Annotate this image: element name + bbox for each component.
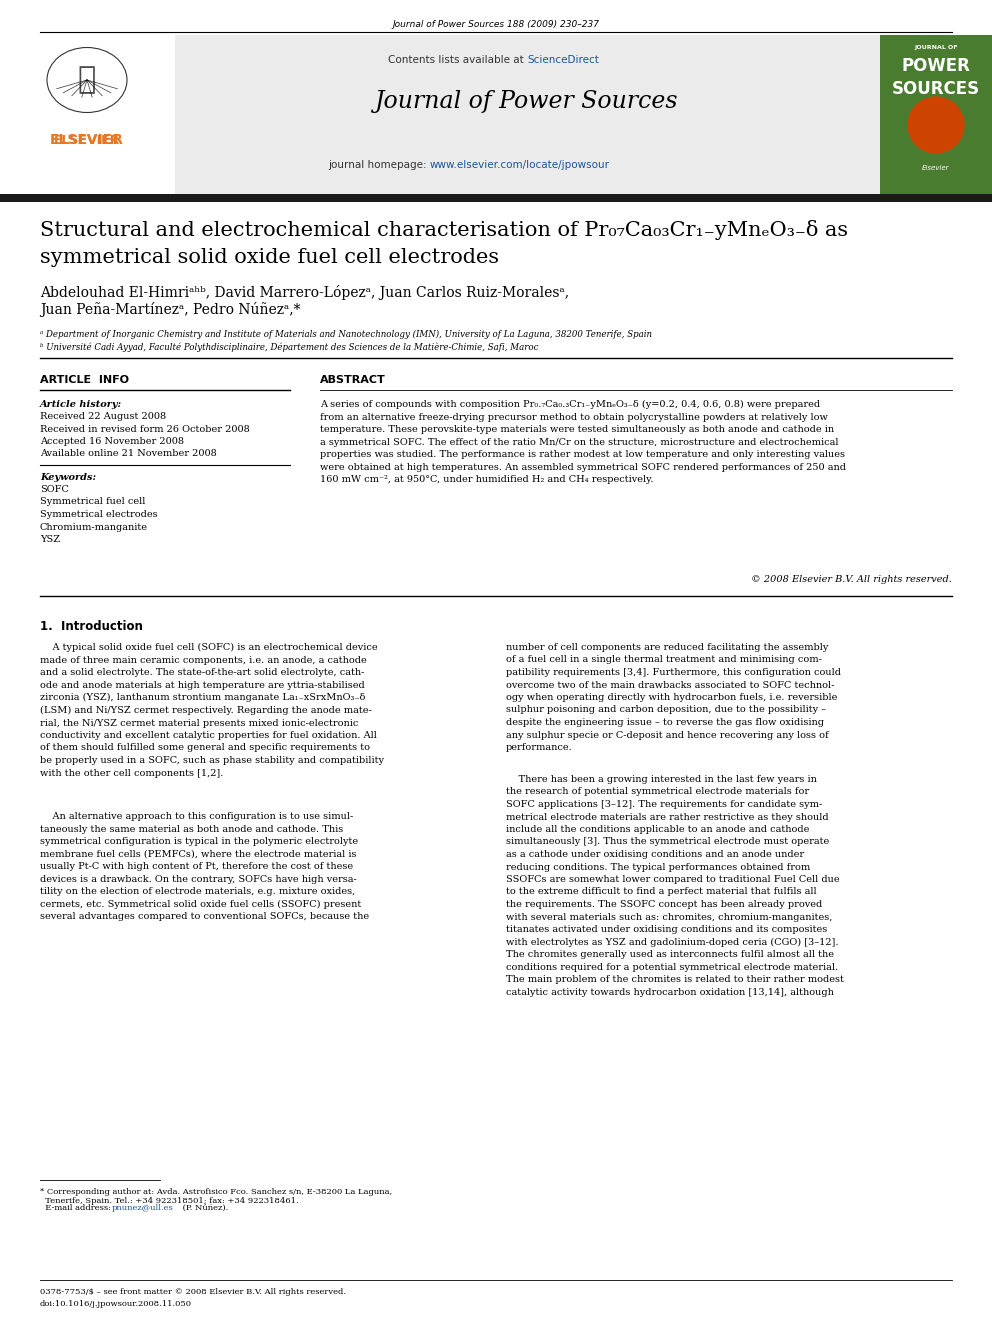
Text: Juan Peña-Martínezᵃ, Pedro Núñezᵃ,*: Juan Peña-Martínezᵃ, Pedro Núñezᵃ,* <box>40 302 301 318</box>
Text: ScienceDirect: ScienceDirect <box>527 56 599 65</box>
Text: doi:10.1016/j.jpowsour.2008.11.050: doi:10.1016/j.jpowsour.2008.11.050 <box>40 1301 192 1308</box>
Text: There has been a growing interested in the last few years in
the research of pot: There has been a growing interested in t… <box>506 775 844 996</box>
Text: ᵃ Department of Inorganic Chemistry and Institute of Materials and Nanotechnolog: ᵃ Department of Inorganic Chemistry and … <box>40 329 652 339</box>
Text: ᵇ Université Cadi Ayyad, Faculté Polythdisciplinaire, Département des Sciences d: ᵇ Université Cadi Ayyad, Faculté Polythd… <box>40 343 539 352</box>
Text: POWER: POWER <box>902 57 970 75</box>
Text: Journal of Power Sources 188 (2009) 230–237: Journal of Power Sources 188 (2009) 230–… <box>393 20 599 29</box>
Text: A typical solid oxide fuel cell (SOFC) is an electrochemical device
made of thre: A typical solid oxide fuel cell (SOFC) i… <box>40 643 384 778</box>
Text: www.elsevier.com/locate/jpowsour: www.elsevier.com/locate/jpowsour <box>430 160 610 169</box>
Text: © 2008 Elsevier B.V. All rights reserved.: © 2008 Elsevier B.V. All rights reserved… <box>751 576 952 583</box>
Text: A series of compounds with composition Pr₀.₇Ca₀.₃Cr₁₋yMnₑO₃₋δ (y=0.2, 0.4, 0.6, : A series of compounds with composition P… <box>320 400 846 484</box>
Text: Journal of Power Sources: Journal of Power Sources <box>375 90 679 112</box>
Text: Elsevier: Elsevier <box>923 165 949 171</box>
Text: ELSEVIER: ELSEVIER <box>50 134 124 147</box>
Circle shape <box>908 97 964 153</box>
Text: SOURCES: SOURCES <box>892 79 980 98</box>
Text: ARTICLE  INFO: ARTICLE INFO <box>40 374 129 385</box>
Text: (P. Núñez).: (P. Núñez). <box>180 1204 228 1212</box>
Text: 1.  Introduction: 1. Introduction <box>40 620 143 632</box>
Text: E-mail address:: E-mail address: <box>40 1204 114 1212</box>
Text: Abdelouhad El-Himriᵃʰᵇ, David Marrero-Lópezᵃ, Juan Carlos Ruiz-Moralesᵃ,: Abdelouhad El-Himriᵃʰᵇ, David Marrero-Ló… <box>40 284 569 300</box>
Text: Keywords:: Keywords: <box>40 474 96 482</box>
Text: SOFC
Symmetrical fuel cell
Symmetrical electrodes
Chromium-manganite
YSZ: SOFC Symmetrical fuel cell Symmetrical e… <box>40 486 158 544</box>
Text: pnunez@ull.es: pnunez@ull.es <box>112 1204 174 1212</box>
Text: number of cell components are reduced facilitating the assembly
of a fuel cell i: number of cell components are reduced fa… <box>506 643 841 751</box>
Text: Structural and electrochemical characterisation of Pr₀₇Ca₀₃Cr₁₋yMnₑO₃₋δ as: Structural and electrochemical character… <box>40 220 848 239</box>
Text: Received 22 August 2008
Received in revised form 26 October 2008
Accepted 16 Nov: Received 22 August 2008 Received in revi… <box>40 411 250 459</box>
Text: JOURNAL OF: JOURNAL OF <box>915 45 957 50</box>
Text: ABSTRACT: ABSTRACT <box>320 374 386 385</box>
Text: ELSEVIER: ELSEVIER <box>54 134 120 147</box>
Text: journal homepage:: journal homepage: <box>328 160 430 169</box>
Text: An alternative approach to this configuration is to use simul-
taneously the sam: An alternative approach to this configur… <box>40 812 369 921</box>
Bar <box>175 34 880 194</box>
Text: symmetrical solid oxide fuel cell electrodes: symmetrical solid oxide fuel cell electr… <box>40 247 499 267</box>
Bar <box>0 34 175 194</box>
Bar <box>880 34 992 194</box>
Text: 🌿: 🌿 <box>78 66 96 94</box>
Text: Article history:: Article history: <box>40 400 122 409</box>
Text: * Corresponding author at: Avda. Astrofisico Fco. Sanchez s/n, E-38200 La Laguna: * Corresponding author at: Avda. Astrofi… <box>40 1188 392 1205</box>
Bar <box>0 194 992 202</box>
Text: 0378-7753/$ – see front matter © 2008 Elsevier B.V. All rights reserved.: 0378-7753/$ – see front matter © 2008 El… <box>40 1289 346 1297</box>
Text: Contents lists available at: Contents lists available at <box>388 56 527 65</box>
